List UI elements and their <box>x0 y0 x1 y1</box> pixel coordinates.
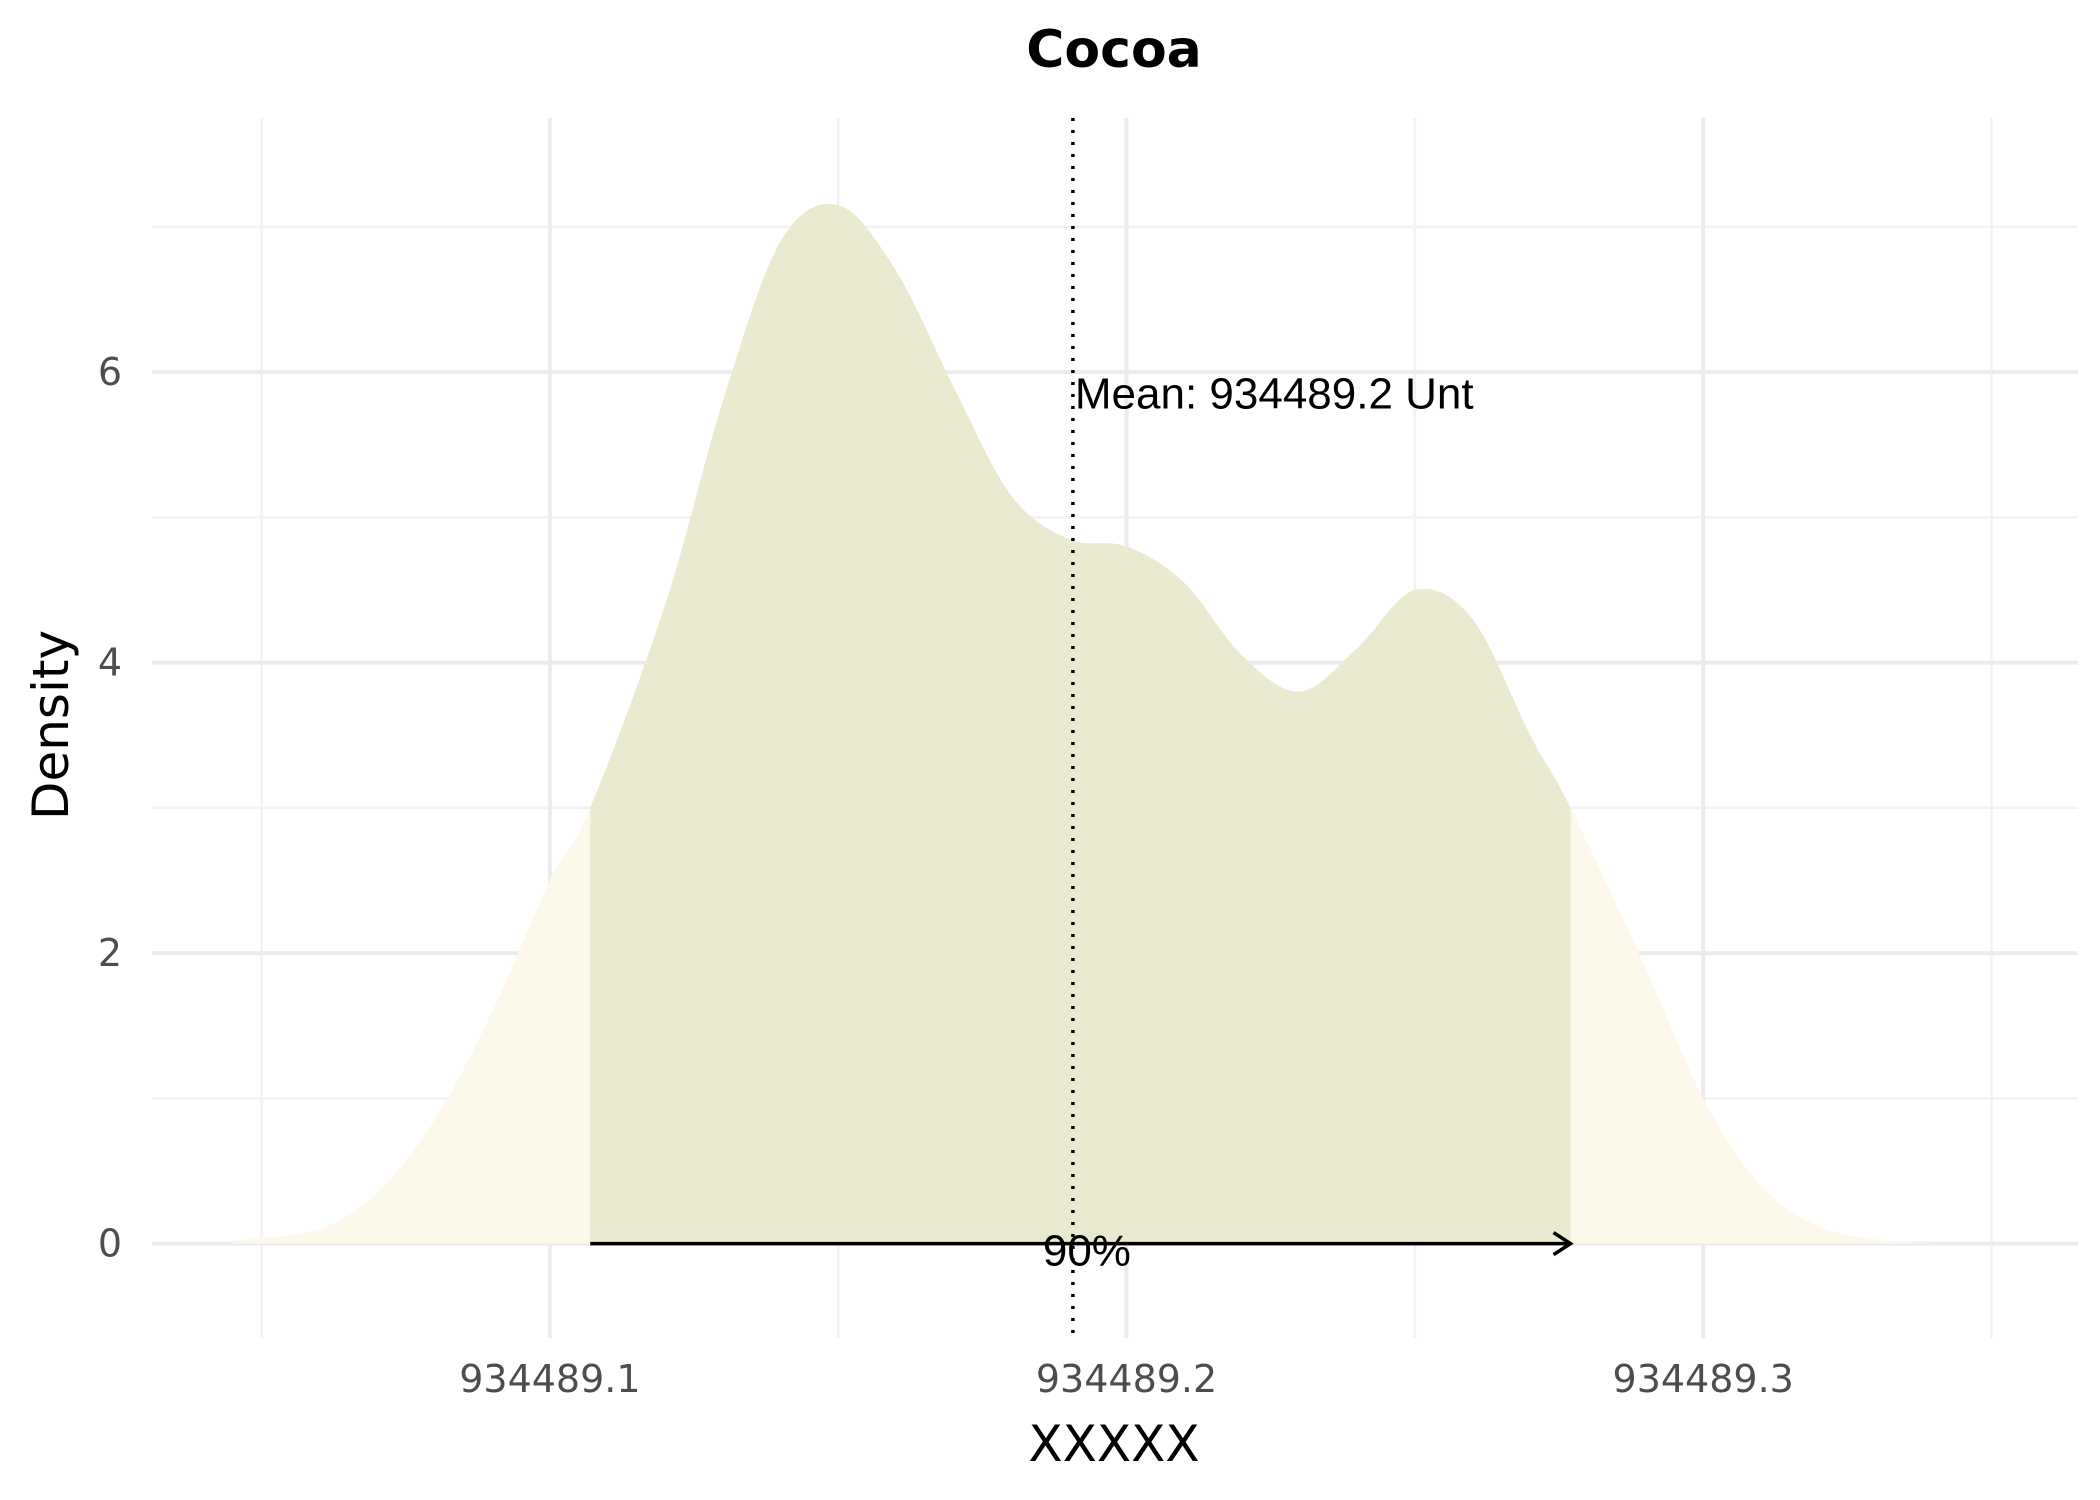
y-axis-title: Density <box>22 630 80 820</box>
y-tick-label: 6 <box>98 350 122 394</box>
mean-label: Mean: 934489.2 Unt <box>1075 369 1474 418</box>
interval-arrowhead <box>1552 1231 1574 1257</box>
x-axis-title: XXXXX <box>1028 1415 1199 1473</box>
interval-label: 90% <box>1043 1227 1131 1276</box>
density-areas <box>232 203 1934 1244</box>
y-tick-label: 0 <box>98 1222 122 1266</box>
x-tick-label: 934489.1 <box>459 1357 640 1401</box>
chart-title: Cocoa <box>1026 20 1202 80</box>
x-tick-label: 934489.2 <box>1036 1357 1217 1401</box>
annotations: Mean: 934489.2 Unt 90% <box>590 118 1574 1338</box>
y-tick-label: 2 <box>98 931 122 975</box>
density-interval-area <box>590 204 1571 1244</box>
x-tick-label: 934489.3 <box>1613 1357 1794 1401</box>
tick-labels: 0 2 4 6 934489.1 934489.2 934489.3 <box>98 350 1794 1401</box>
y-tick-label: 4 <box>98 641 122 685</box>
